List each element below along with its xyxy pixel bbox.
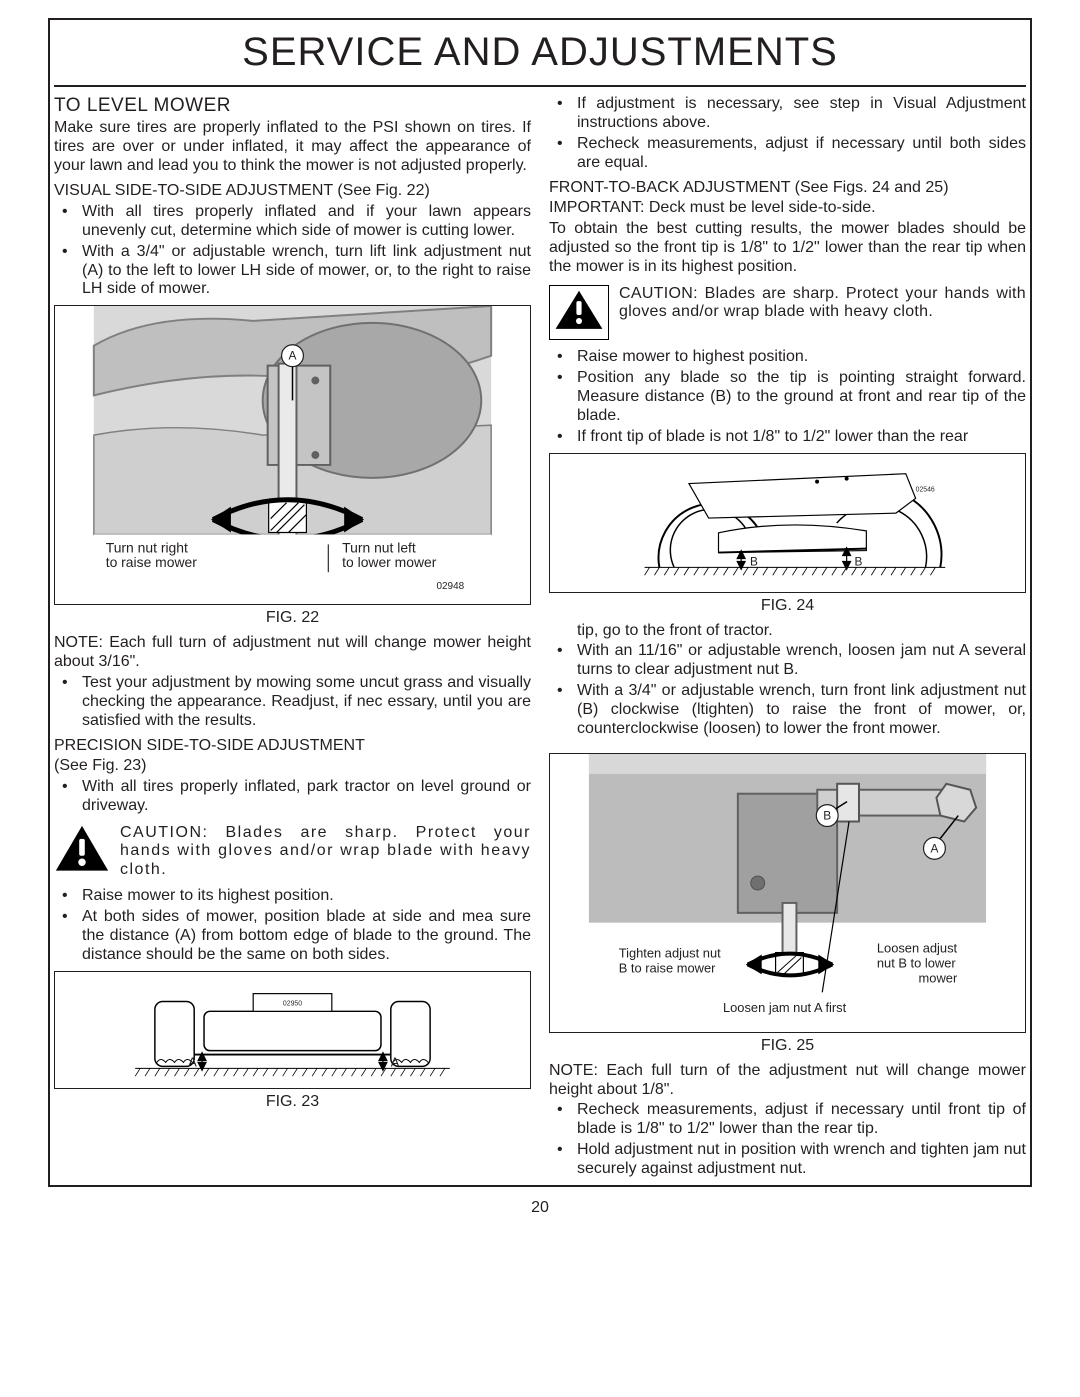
fig22-label-a: A: [289, 349, 297, 363]
visual-side-heading: VISUAL SIDE-TO-SIDE ADJUSTMENT (See Fig.…: [54, 182, 531, 201]
ftb-heading: FRONT-TO-BACK ADJUSTMENT (See Figs. 24 a…: [549, 179, 1026, 198]
bullet: With all tires properly inflated and if …: [54, 203, 531, 241]
precision-heading-1: PRECISION SIDE-TO-SIDE ADJUSTMENT: [54, 737, 531, 756]
svg-text:Loosen adjust: Loosen adjust: [877, 940, 958, 955]
right-column: If adjustment is necessary, see step in …: [549, 93, 1026, 1181]
caution-box-2: CAUTION: Blades are sharp. Protect your …: [549, 285, 1026, 340]
bullet: With a 3/4" or adjustable wrench, turn l…: [54, 243, 531, 300]
figure-24: B B 02546: [549, 453, 1026, 593]
bullet: Raise mower to its highest position.: [54, 887, 531, 906]
svg-text:B: B: [855, 554, 863, 568]
bullet: With all tires properly inflated, park t…: [54, 778, 531, 816]
bullet: With an 11/16" or adjustable wrench, loo…: [549, 642, 1026, 680]
page-number: 20: [48, 1199, 1032, 1217]
warning-icon: [553, 289, 605, 331]
caution-box-1: CAUTION: Blades are sharp. Protect your …: [54, 824, 531, 879]
svg-text:B to raise mower: B to raise mower: [619, 960, 716, 975]
bullet: Position any blade so the tip is pointin…: [549, 369, 1026, 426]
svg-text:Turn nut left: Turn nut left: [342, 540, 416, 556]
warning-icon: [54, 824, 110, 873]
heading-to-level-mower: TO LEVEL MOWER: [54, 95, 531, 117]
intro-paragraph: Make sure tires are properly inflated to…: [54, 119, 531, 176]
svg-text:Turn nut right: Turn nut right: [106, 540, 188, 556]
bullet: If front tip of blade is not 1/8" to 1/2…: [549, 428, 1026, 447]
note-after-25: NOTE: Each full turn of the adjustment n…: [549, 1062, 1026, 1100]
fig22-caption: FIG. 22: [54, 609, 531, 628]
figure-25: A B: [549, 753, 1026, 1033]
svg-text:02948: 02948: [437, 581, 465, 592]
bullet: If adjustment is necessary, see step in …: [549, 95, 1026, 133]
bullet: At both sides of mower, position blade a…: [54, 908, 531, 965]
important-note: IMPORTANT: Deck must be level side-to-si…: [549, 199, 1026, 218]
caution-text: CAUTION: Blades are sharp. Protect your …: [120, 824, 531, 879]
svg-text:to lower mower: to lower mower: [342, 555, 437, 571]
fig24-caption: FIG. 24: [549, 597, 1026, 616]
bullet: Recheck measurements, adjust if necessar…: [549, 135, 1026, 173]
bullet: Raise mower to highest position.: [549, 348, 1026, 367]
fig25-caption: FIG. 25: [549, 1037, 1026, 1056]
svg-text:A: A: [930, 841, 938, 855]
svg-text:A: A: [391, 1054, 400, 1069]
svg-text:A: A: [188, 1054, 197, 1069]
svg-text:Loosen jam nut A first: Loosen jam nut A first: [723, 1000, 847, 1015]
bullet: With a 3/4" or adjustable wrench, turn f…: [549, 682, 1026, 739]
page-title: SERVICE AND ADJUSTMENTS: [54, 24, 1026, 85]
svg-text:B: B: [750, 554, 758, 568]
precision-heading-2: (See Fig. 23): [54, 757, 531, 776]
svg-text:to raise mower: to raise mower: [106, 555, 197, 571]
fig23-caption: FIG. 23: [54, 1093, 531, 1112]
svg-text:Tighten adjust nut: Tighten adjust nut: [619, 945, 721, 960]
svg-text:02546: 02546: [916, 486, 935, 493]
bullet: Recheck measurements, adjust if necessar…: [549, 1101, 1026, 1139]
bullet: Test your adjustment by mowing some uncu…: [54, 674, 531, 731]
svg-text:02950: 02950: [283, 1000, 302, 1007]
svg-text:nut B to lower: nut B to lower: [877, 955, 957, 970]
ftb-intro: To obtain the best cutting results, the …: [549, 220, 1026, 277]
figure-23: 02950: [54, 971, 531, 1089]
caution-text: CAUTION: Blades are sharp. Protect your …: [619, 285, 1026, 322]
svg-text:B: B: [823, 808, 831, 822]
bullet: Hold adjustment nut in position with wre…: [549, 1141, 1026, 1179]
figure-22: A Turn nut right to raise mower Turn nut…: [54, 305, 531, 605]
note-after-22: NOTE: Each full turn of adjustment nut w…: [54, 634, 531, 672]
continuation-line: tip, go to the front of tractor.: [549, 622, 1026, 641]
left-column: TO LEVEL MOWER Make sure tires are prope…: [54, 93, 531, 1181]
svg-text:mower: mower: [919, 970, 958, 985]
